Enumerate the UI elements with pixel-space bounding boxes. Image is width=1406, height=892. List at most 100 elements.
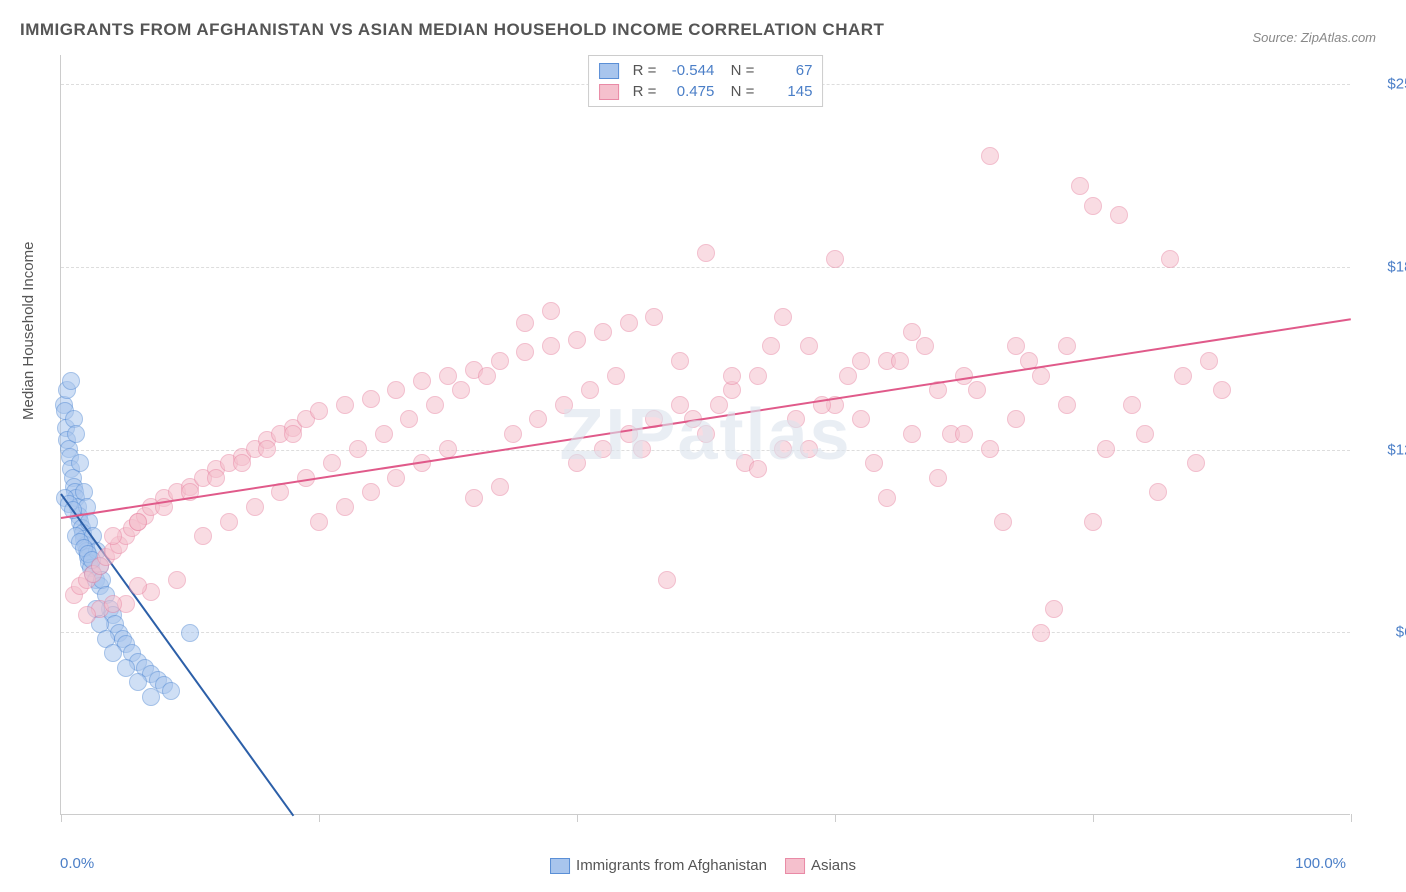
scatter-point	[104, 644, 122, 662]
legend-row: R = -0.544 N = 67	[599, 60, 813, 81]
scatter-point	[1097, 440, 1115, 458]
scatter-point	[633, 440, 651, 458]
scatter-point	[697, 425, 715, 443]
scatter-point	[491, 352, 509, 370]
trend-line	[60, 494, 294, 817]
scatter-point	[955, 425, 973, 443]
scatter-point	[1136, 425, 1154, 443]
x-tick	[1351, 814, 1352, 822]
scatter-point	[129, 577, 147, 595]
x-tick	[835, 814, 836, 822]
scatter-point	[762, 337, 780, 355]
scatter-point	[1213, 381, 1231, 399]
scatter-point	[104, 595, 122, 613]
scatter-point	[1007, 337, 1025, 355]
scatter-point	[504, 425, 522, 443]
scatter-point	[194, 527, 212, 545]
scatter-point	[981, 440, 999, 458]
y-tick-label: $187,500	[1360, 258, 1406, 275]
scatter-point	[568, 331, 586, 349]
series-legend: Immigrants from AfghanistanAsians	[550, 857, 856, 874]
scatter-point	[671, 352, 689, 370]
scatter-point	[916, 337, 934, 355]
scatter-point	[697, 244, 715, 262]
scatter-point	[323, 454, 341, 472]
scatter-point	[117, 659, 135, 677]
scatter-point	[349, 440, 367, 458]
legend-swatch	[785, 858, 805, 874]
scatter-point	[581, 381, 599, 399]
scatter-point	[284, 425, 302, 443]
scatter-point	[749, 460, 767, 478]
x-tick	[319, 814, 320, 822]
scatter-point	[994, 513, 1012, 531]
scatter-point	[62, 372, 80, 390]
scatter-point	[1161, 250, 1179, 268]
scatter-point	[1187, 454, 1205, 472]
scatter-point	[620, 314, 638, 332]
scatter-point	[387, 381, 405, 399]
scatter-point	[310, 402, 328, 420]
scatter-point	[310, 513, 328, 531]
scatter-point	[129, 513, 147, 531]
gridline	[61, 632, 1350, 633]
scatter-point	[1123, 396, 1141, 414]
scatter-point	[542, 337, 560, 355]
scatter-point	[426, 396, 444, 414]
scatter-point	[903, 425, 921, 443]
scatter-point	[878, 489, 896, 507]
scatter-point	[413, 372, 431, 390]
scatter-point	[1032, 624, 1050, 642]
y-axis-label: Median Household Income	[20, 242, 37, 420]
y-tick-label: $250,000	[1360, 76, 1406, 93]
chart-plot-area: ZIPatlas R =-0.544 N =67R =0.475 N =145 …	[60, 55, 1350, 815]
scatter-point	[594, 323, 612, 341]
scatter-point	[800, 440, 818, 458]
scatter-point	[181, 624, 199, 642]
scatter-point	[233, 454, 251, 472]
legend-r-value: -0.544	[664, 62, 714, 79]
gridline	[61, 267, 1350, 268]
legend-swatch	[550, 858, 570, 874]
correlation-legend: R = -0.544 N = 67 R =0.475 N =145	[588, 55, 824, 107]
chart-title: IMMIGRANTS FROM AFGHANISTAN VS ASIAN MED…	[20, 20, 884, 40]
scatter-point	[104, 527, 122, 545]
scatter-point	[516, 343, 534, 361]
scatter-point	[1084, 197, 1102, 215]
scatter-point	[852, 410, 870, 428]
scatter-point	[362, 483, 380, 501]
scatter-point	[168, 571, 186, 589]
scatter-point	[478, 367, 496, 385]
scatter-point	[1084, 513, 1102, 531]
scatter-point	[71, 454, 89, 472]
scatter-point	[903, 323, 921, 341]
legend-row: R =0.475 N =145	[599, 81, 813, 102]
scatter-point	[594, 440, 612, 458]
scatter-point	[336, 396, 354, 414]
scatter-point	[336, 498, 354, 516]
legend-n-value: 67	[762, 62, 812, 79]
scatter-point	[774, 440, 792, 458]
scatter-point	[929, 469, 947, 487]
legend-r-label: R =	[633, 62, 657, 79]
scatter-point	[258, 440, 276, 458]
scatter-point	[607, 367, 625, 385]
scatter-point	[67, 425, 85, 443]
scatter-point	[645, 308, 663, 326]
legend-item: Immigrants from Afghanistan	[550, 857, 767, 874]
scatter-point	[491, 478, 509, 496]
scatter-point	[246, 498, 264, 516]
scatter-point	[1045, 600, 1063, 618]
scatter-point	[555, 396, 573, 414]
scatter-point	[568, 454, 586, 472]
scatter-point	[516, 314, 534, 332]
scatter-point	[78, 606, 96, 624]
legend-series-name: Immigrants from Afghanistan	[576, 857, 767, 874]
scatter-point	[400, 410, 418, 428]
scatter-point	[439, 440, 457, 458]
scatter-point	[1032, 367, 1050, 385]
scatter-point	[452, 381, 470, 399]
scatter-point	[800, 337, 818, 355]
legend-n-label: N =	[722, 62, 754, 79]
scatter-point	[362, 390, 380, 408]
